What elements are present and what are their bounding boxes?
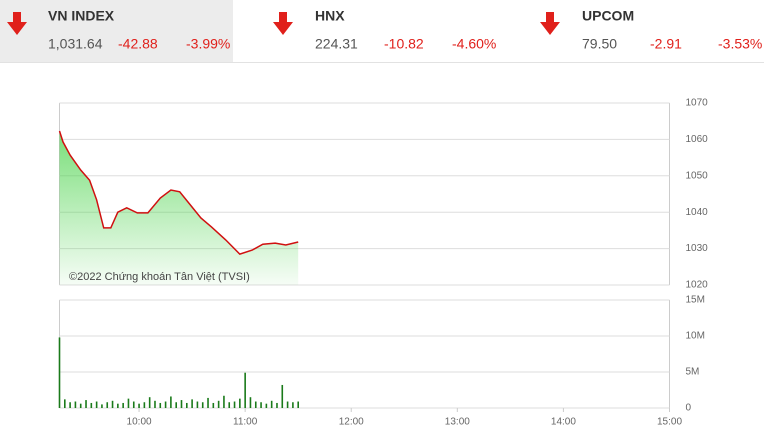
- volume-bar: [265, 403, 268, 408]
- volume-bar: [244, 372, 246, 408]
- down-arrow: [7, 12, 560, 35]
- volume-bar: [148, 397, 151, 408]
- x-tick-label: 12:00: [339, 417, 364, 428]
- index-change: -10.82: [384, 36, 424, 52]
- active-tile: [0, 0, 233, 62]
- volume-bar: [297, 401, 299, 408]
- volume-bar: [154, 400, 156, 408]
- volume-bar: [270, 400, 273, 408]
- volume-bar: [122, 402, 124, 408]
- volume-bar: [223, 395, 225, 408]
- volume-bar: [186, 402, 188, 408]
- x-tick-label: 15:00: [657, 417, 682, 428]
- volume-bar: [292, 402, 294, 408]
- index-value: 1,031.64: [48, 36, 103, 52]
- price-area: [59, 131, 299, 285]
- y-tick-label: 1040: [686, 207, 709, 218]
- volume-bar: [79, 403, 82, 408]
- volume-bar: [191, 399, 193, 408]
- index-change: -42.88: [118, 36, 158, 52]
- x-tick-label: 11:00: [233, 417, 258, 428]
- y-tick-label: 1020: [686, 280, 709, 291]
- index-percent: -3.99%: [186, 36, 230, 52]
- y-tick-label: 15M: [686, 295, 705, 306]
- volume-bar: [196, 401, 199, 408]
- index-percent: -4.60%: [452, 36, 496, 52]
- watermark: ©2022 Chứng khoán Tân Việt (TVSI): [69, 271, 250, 283]
- y-tick-label: 1030: [686, 243, 709, 254]
- volume-bar: [260, 402, 262, 408]
- index-name: HNX: [315, 8, 345, 24]
- volume-bar: [170, 396, 172, 408]
- y-tick-label: 5M: [686, 367, 700, 378]
- index-value: 224.31: [315, 36, 358, 52]
- x-tick-label: 14:00: [551, 417, 576, 428]
- volume-bar: [132, 401, 135, 408]
- x-tick-label: 13:00: [445, 417, 470, 428]
- volume-bar: [175, 402, 177, 408]
- volume-bar: [180, 400, 183, 408]
- volume-bar: [111, 400, 114, 408]
- volume-bar: [58, 337, 61, 408]
- volume-bar: [85, 400, 87, 408]
- y-tick-label: 1070: [686, 98, 709, 109]
- volume-bar: [127, 398, 130, 408]
- volume-bar: [286, 401, 289, 408]
- volume-bar: [239, 398, 241, 408]
- volume-bar: [117, 403, 119, 408]
- volume-bar: [228, 402, 231, 408]
- volume-bar: [217, 400, 220, 408]
- volume-bar: [106, 402, 109, 408]
- volume-bar: [64, 399, 66, 408]
- volume-bar: [212, 402, 215, 408]
- index-percent: -3.53%: [718, 36, 762, 52]
- volume-bar: [207, 397, 209, 408]
- volume-bar: [276, 402, 278, 408]
- volume-bar: [201, 402, 204, 408]
- volume-bar: [74, 401, 77, 408]
- volume-bar: [138, 403, 140, 408]
- index-change: -2.91: [650, 36, 682, 52]
- volume-bar: [90, 402, 93, 408]
- volume-bar: [281, 384, 284, 408]
- y-tick-label: 1050: [686, 170, 709, 181]
- x-tick-label: 10:00: [127, 417, 152, 428]
- y-tick-label: 10M: [686, 331, 705, 342]
- volume-bar: [69, 402, 71, 408]
- volume-bar: [95, 401, 98, 408]
- volume-bar: [159, 402, 162, 408]
- volume-bar: [249, 397, 252, 408]
- volume-bar: [143, 402, 146, 408]
- y-tick-label: 1060: [686, 134, 709, 145]
- volume-bar: [233, 401, 236, 408]
- index-value: 79.50: [582, 36, 617, 52]
- volume-bar: [164, 401, 167, 408]
- y-tick-label: 0: [686, 403, 692, 414]
- price-line: [58, 130, 299, 255]
- volume-bar: [254, 401, 257, 408]
- index-name: UPCOM: [582, 8, 634, 24]
- index-name: VN INDEX: [48, 8, 115, 24]
- volume-bar: [101, 404, 103, 408]
